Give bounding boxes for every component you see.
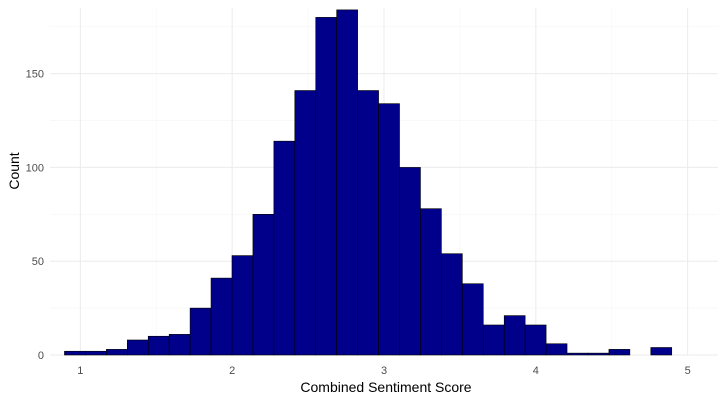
y-tick-label: 150 — [26, 69, 44, 81]
histogram-bar — [524, 324, 547, 356]
histogram-bar — [420, 208, 442, 356]
x-tick-label: 4 — [533, 365, 539, 377]
histogram-bar — [273, 140, 296, 356]
x-axis-ticks: 1 2 3 4 5 — [77, 365, 690, 377]
x-tick-label: 1 — [77, 365, 83, 377]
histogram-bar — [545, 343, 568, 356]
histogram-bar — [231, 255, 254, 356]
histogram-bar — [462, 283, 484, 356]
x-tick-label: 5 — [685, 365, 691, 377]
histogram-bar — [441, 253, 463, 356]
y-tick-label: 50 — [32, 256, 44, 268]
y-tick-label: 0 — [38, 350, 44, 362]
histogram-bar — [189, 307, 212, 356]
histogram-bar — [64, 350, 86, 356]
histogram-bar — [608, 349, 631, 356]
histogram-bars — [64, 9, 673, 356]
histogram-bar — [210, 277, 233, 356]
histogram-bar — [357, 90, 379, 356]
histogram-bar — [315, 17, 337, 356]
histogram-bar — [252, 214, 275, 356]
histogram-bar — [378, 103, 400, 356]
y-axis-ticks: 0 50 100 150 — [26, 69, 44, 362]
histogram-bar — [168, 334, 191, 356]
y-tick-label: 100 — [26, 162, 44, 174]
x-tick-label: 2 — [229, 365, 235, 377]
histogram-bar — [566, 352, 589, 356]
histogram-bar — [106, 349, 128, 356]
x-axis-title: Combined Sentiment Score — [300, 379, 471, 395]
x-tick-label: 3 — [381, 365, 387, 377]
histogram-bar — [126, 339, 149, 356]
histogram-bar — [399, 167, 421, 356]
y-axis-title: Count — [6, 152, 22, 189]
histogram-bar — [294, 90, 317, 356]
histogram-bar — [336, 9, 358, 356]
histogram-bar — [650, 347, 673, 356]
histogram-bar — [503, 315, 526, 356]
histogram-bar — [587, 352, 610, 356]
histogram-bar — [482, 324, 505, 356]
histogram-bar — [85, 350, 107, 356]
histogram-bar — [147, 335, 170, 356]
